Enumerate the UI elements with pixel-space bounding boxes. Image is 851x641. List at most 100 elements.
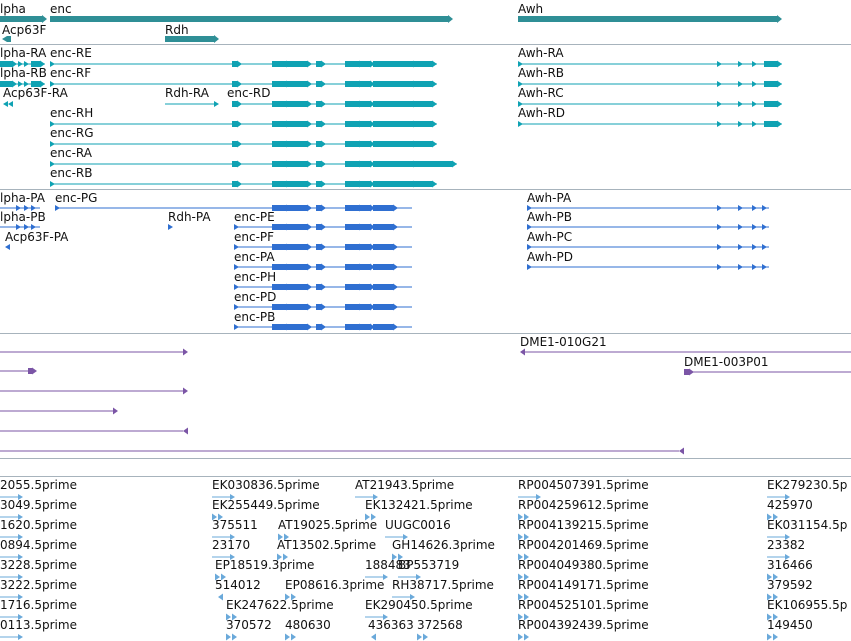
est-label[interactable]: 0113.5prime bbox=[0, 618, 77, 632]
gene-bar-enc[interactable] bbox=[50, 16, 448, 22]
exon-block-arrow bbox=[40, 80, 45, 88]
transcript-label[interactable]: enc-RG bbox=[50, 126, 94, 140]
est-label[interactable]: 1716.5prime bbox=[0, 598, 77, 612]
transcript-label[interactable]: Rdh-RA bbox=[165, 86, 209, 100]
est-label[interactable]: 375511 bbox=[212, 518, 258, 532]
clone-label[interactable]: DME1-003P01 bbox=[684, 355, 769, 369]
est-label[interactable]: EK279230.5p bbox=[767, 478, 848, 492]
est-label[interactable]: RP004525101.5prime bbox=[518, 598, 649, 612]
protein-label[interactable]: enc-PE bbox=[234, 210, 275, 224]
exon-block-arrow bbox=[237, 160, 242, 168]
protein-label[interactable]: lpha-PB bbox=[0, 210, 46, 224]
est-label[interactable]: 3222.5prime bbox=[0, 578, 77, 592]
est-label[interactable]: 1620.5prime bbox=[0, 518, 77, 532]
clone-block-arrow bbox=[32, 367, 37, 375]
gene-label[interactable]: lpha bbox=[0, 2, 26, 16]
protein-label[interactable]: enc-PF bbox=[234, 230, 275, 244]
est-label[interactable]: GH14626.3prime bbox=[392, 538, 495, 552]
gene-bar-lpha[interactable] bbox=[0, 16, 42, 22]
exon-arrow bbox=[168, 224, 173, 230]
est-label[interactable]: 23170 bbox=[212, 538, 251, 552]
gene-bar-rdh[interactable] bbox=[165, 36, 214, 42]
est-label[interactable]: RP004149171.5prime bbox=[518, 578, 649, 592]
est-label[interactable]: 149450 bbox=[767, 618, 813, 632]
protein-label[interactable]: Awh-PA bbox=[527, 191, 572, 205]
protein-label[interactable]: lpha-PA bbox=[0, 191, 45, 205]
transcript-label[interactable]: enc-RB bbox=[50, 166, 93, 180]
transcript-label[interactable]: Acp63F-RA bbox=[3, 86, 68, 100]
est-label[interactable]: 23382 bbox=[767, 538, 806, 552]
gene-label[interactable]: Rdh bbox=[165, 23, 189, 37]
est-label[interactable]: 480630 bbox=[285, 618, 331, 632]
est-label[interactable]: EK132421.5prime bbox=[365, 498, 473, 512]
transcript-label[interactable]: enc-RE bbox=[50, 46, 92, 60]
protein-label[interactable]: enc-PH bbox=[234, 270, 277, 284]
est-label[interactable]: EP08616.3prime bbox=[285, 578, 385, 592]
est-label[interactable]: AT13502.5prime bbox=[277, 538, 377, 552]
est-label[interactable]: 379592 bbox=[767, 578, 813, 592]
protein-label[interactable]: Acp63F-PA bbox=[5, 230, 69, 244]
protein-label[interactable]: enc-PD bbox=[234, 290, 277, 304]
exon-arrow bbox=[752, 61, 757, 67]
gene-bar-acp63f[interactable] bbox=[7, 36, 11, 42]
transcript-label[interactable]: enc-RF bbox=[50, 66, 92, 80]
est-label[interactable]: 2055.5prime bbox=[0, 478, 77, 492]
transcript-label[interactable]: enc-RA bbox=[50, 146, 92, 160]
protein-label[interactable]: Rdh-PA bbox=[168, 210, 211, 224]
est-label[interactable]: EP18519.3prime bbox=[215, 558, 315, 572]
est-label[interactable]: RP004392439.5prime bbox=[518, 618, 649, 632]
est-label[interactable]: BP553719 bbox=[398, 558, 460, 572]
est-label[interactable]: 372568 bbox=[417, 618, 463, 632]
gene-label[interactable]: enc bbox=[50, 2, 72, 16]
transcript-label[interactable]: Awh-RD bbox=[518, 106, 566, 120]
protein-label[interactable]: enc-PB bbox=[234, 310, 276, 324]
est-label[interactable]: EK290450.5prime bbox=[365, 598, 473, 612]
protein-label[interactable]: enc-PA bbox=[234, 250, 275, 264]
gene-bar-awh[interactable] bbox=[518, 16, 777, 22]
protein-label[interactable]: Awh-PC bbox=[527, 230, 573, 244]
est-label[interactable]: 188483 bbox=[365, 558, 411, 572]
est-label[interactable]: EK030836.5prime bbox=[212, 478, 320, 492]
est-label[interactable]: 425970 bbox=[767, 498, 813, 512]
est-label[interactable]: 3049.5prime bbox=[0, 498, 77, 512]
est-label[interactable]: EK255449.5prime bbox=[212, 498, 320, 512]
transcript-label[interactable]: enc-RD bbox=[227, 86, 271, 100]
est-label[interactable]: 514012 bbox=[215, 578, 261, 592]
est-arrow bbox=[785, 494, 790, 500]
exon-arrow bbox=[717, 224, 722, 230]
est-label[interactable]: EK106955.5p bbox=[767, 598, 848, 612]
clone-label[interactable]: DME1-010G21 bbox=[520, 335, 607, 349]
transcript-label[interactable]: lpha-RA bbox=[0, 46, 47, 60]
est-label[interactable]: 436363 bbox=[368, 618, 414, 632]
transcript-label[interactable]: Awh-RC bbox=[518, 86, 564, 100]
est-label[interactable]: RP004507391.5prime bbox=[518, 478, 649, 492]
est-label[interactable]: RP004201469.5prime bbox=[518, 538, 649, 552]
est-label[interactable]: 0894.5prime bbox=[0, 538, 77, 552]
gene-label[interactable]: Awh bbox=[518, 2, 544, 16]
exon-arrow bbox=[16, 224, 21, 230]
est-label[interactable]: 3228.5prime bbox=[0, 558, 77, 572]
exon-block bbox=[272, 205, 286, 211]
transcript-label[interactable]: Awh-RA bbox=[518, 46, 564, 60]
est-label[interactable]: AT19025.5prime bbox=[278, 518, 378, 532]
est-label[interactable]: AT21943.5prime bbox=[355, 478, 455, 492]
gene-label[interactable]: Acp63F bbox=[2, 23, 47, 37]
est-arrow bbox=[518, 593, 523, 601]
est-label[interactable]: RP004259612.5prime bbox=[518, 498, 649, 512]
est-label[interactable]: RP004139215.5prime bbox=[518, 518, 649, 532]
transcript-label[interactable]: enc-RH bbox=[50, 106, 94, 120]
exon-block-arrow bbox=[370, 303, 375, 311]
protein-label[interactable]: enc-PG bbox=[55, 191, 98, 205]
est-label[interactable]: EK031154.5p bbox=[767, 518, 848, 532]
protein-label[interactable]: Awh-PB bbox=[527, 210, 572, 224]
est-label[interactable]: RH38717.5prime bbox=[392, 578, 494, 592]
est-label[interactable]: EK247622.5prime bbox=[226, 598, 334, 612]
transcript-label[interactable]: lpha-RB bbox=[0, 66, 47, 80]
est-label[interactable]: 370572 bbox=[226, 618, 272, 632]
est-label[interactable]: RP004049380.5prime bbox=[518, 558, 649, 572]
est-label[interactable]: UUGC0016 bbox=[385, 518, 451, 532]
est-label[interactable]: 316466 bbox=[767, 558, 813, 572]
transcript-label[interactable]: Awh-RB bbox=[518, 66, 565, 80]
protein-label[interactable]: Awh-PD bbox=[527, 250, 573, 264]
